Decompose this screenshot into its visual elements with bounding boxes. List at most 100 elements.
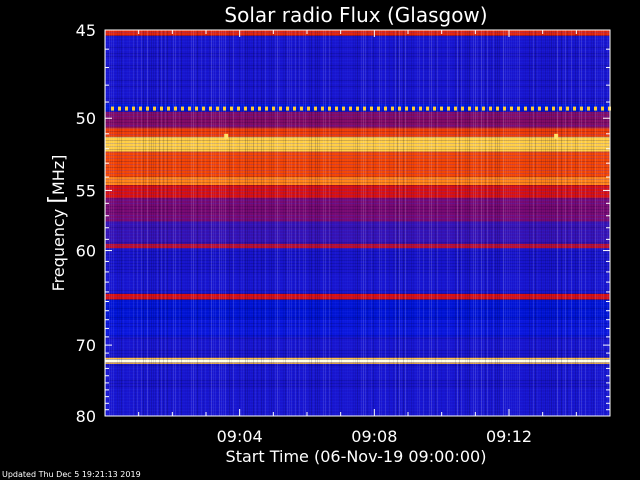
striation	[495, 30, 496, 416]
dotted-line-dot	[552, 106, 555, 111]
striation	[155, 30, 156, 416]
dotted-line-dot	[419, 106, 422, 111]
striation	[433, 30, 434, 416]
striation	[355, 30, 356, 416]
texture-row	[105, 185, 610, 186]
striation	[465, 30, 466, 416]
texture-row	[105, 71, 610, 72]
texture-row	[105, 311, 610, 312]
striation	[321, 30, 322, 416]
striation	[213, 30, 214, 416]
striation	[177, 30, 178, 416]
striation	[157, 30, 158, 416]
striation	[197, 30, 198, 416]
striation	[595, 30, 596, 416]
striation	[147, 30, 148, 416]
texture-row	[105, 344, 610, 345]
texture-row	[105, 338, 610, 339]
texture-row	[105, 95, 610, 96]
striation	[487, 30, 488, 416]
striation	[385, 30, 386, 416]
striation	[183, 30, 184, 416]
texture-row	[105, 347, 610, 348]
texture-row	[105, 302, 610, 303]
texture-row	[105, 392, 610, 393]
striation	[499, 30, 500, 416]
striation	[395, 30, 396, 416]
texture-row	[105, 89, 610, 90]
dotted-line-dot	[307, 106, 310, 111]
striation	[513, 30, 514, 416]
striation	[543, 30, 544, 416]
dotted-line-dot	[510, 106, 513, 111]
frequency-band	[105, 111, 610, 128]
texture-row	[105, 212, 610, 213]
striation	[185, 30, 186, 416]
striation	[295, 30, 296, 416]
texture-row	[105, 176, 610, 177]
texture-row	[105, 323, 610, 324]
texture-row	[105, 32, 610, 33]
x-tick-label: 09:08	[351, 427, 397, 446]
texture-row	[105, 122, 610, 123]
striation	[599, 30, 600, 416]
texture-row	[105, 263, 610, 264]
dotted-line-dot	[321, 106, 324, 111]
striation	[169, 30, 170, 416]
striation	[579, 30, 580, 416]
dotted-line-dot	[286, 106, 289, 111]
striation	[519, 30, 520, 416]
striation	[339, 30, 340, 416]
texture-row	[105, 341, 610, 342]
frequency-band	[105, 243, 610, 249]
striation	[121, 30, 122, 416]
striation	[249, 30, 250, 416]
striation	[507, 30, 508, 416]
striation	[219, 30, 220, 416]
striation	[163, 30, 164, 416]
striation	[149, 30, 150, 416]
dotted-line-dot	[468, 106, 471, 111]
dotted-line-dot	[251, 106, 254, 111]
striation	[237, 30, 238, 416]
dotted-line-dot	[314, 106, 317, 111]
striation	[503, 30, 504, 416]
striation	[225, 30, 226, 416]
dotted-line-dot	[440, 106, 443, 111]
dotted-line-dot	[538, 106, 541, 111]
texture-row	[105, 404, 610, 405]
striation	[449, 30, 450, 416]
striation	[597, 30, 598, 416]
striation	[297, 30, 298, 416]
striation	[241, 30, 242, 416]
striation	[267, 30, 268, 416]
striation	[585, 30, 586, 416]
y-tick-label: 60	[76, 242, 96, 261]
striation	[423, 30, 424, 416]
striation	[233, 30, 234, 416]
texture-row	[105, 395, 610, 396]
striation	[195, 30, 196, 416]
striation	[341, 30, 342, 416]
dotted-line-dot	[160, 106, 163, 111]
striation	[243, 30, 244, 416]
striation	[285, 30, 286, 416]
striation	[443, 30, 444, 416]
striation	[533, 30, 534, 416]
striation	[441, 30, 442, 416]
striation	[359, 30, 360, 416]
texture-row	[105, 227, 610, 228]
dotted-line-dot	[328, 106, 331, 111]
texture-row	[105, 308, 610, 309]
striation	[223, 30, 224, 416]
dotted-line-dot	[300, 106, 303, 111]
striation	[323, 30, 324, 416]
texture-row	[105, 161, 610, 162]
dotted-line-dot	[118, 106, 121, 111]
texture-row	[105, 269, 610, 270]
striation	[459, 30, 460, 416]
frequency-band	[105, 185, 610, 199]
dotted-line-dot	[601, 106, 604, 111]
striation	[313, 30, 314, 416]
